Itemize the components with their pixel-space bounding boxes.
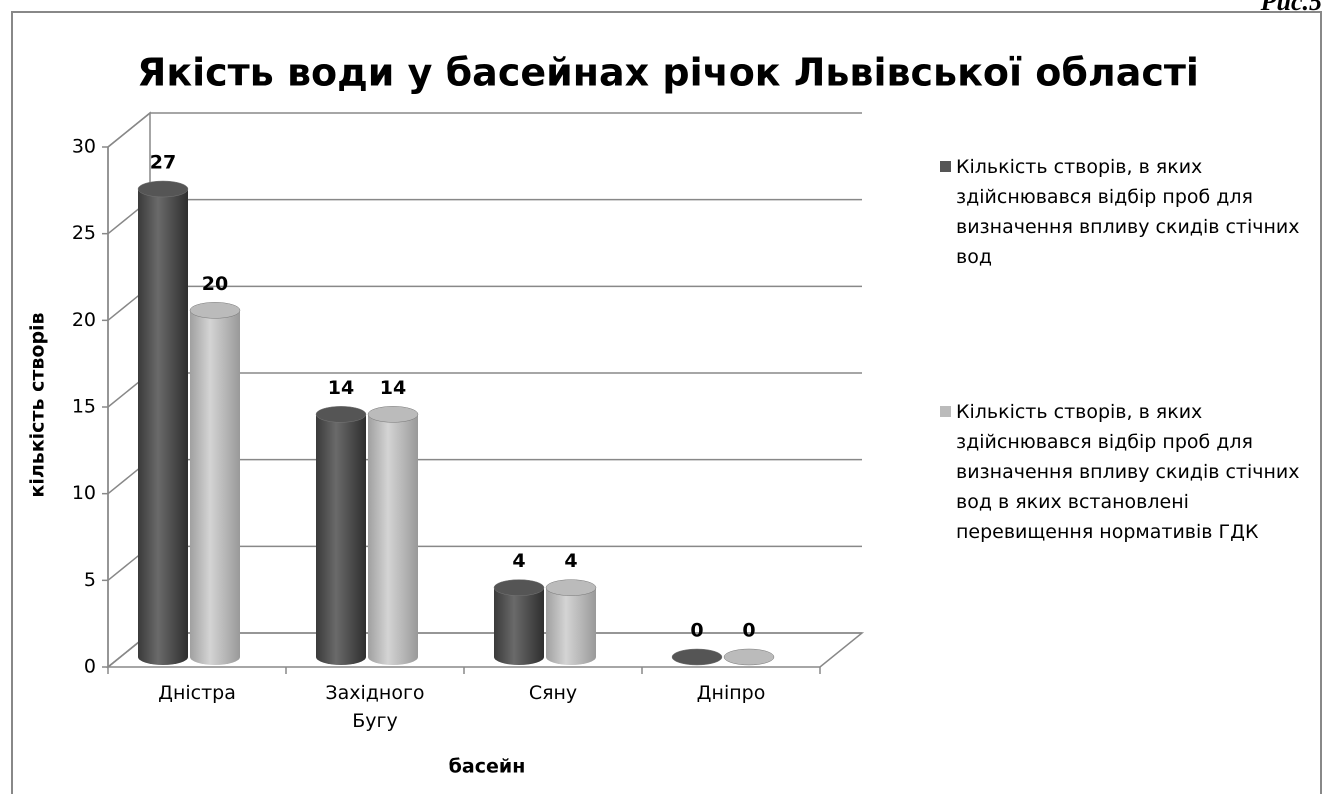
x-tick-label: Західного Бугу bbox=[325, 682, 425, 732]
legend-label-box: Кількість створів, в яких здійснювався в… bbox=[956, 156, 1300, 268]
value-label: 4 bbox=[512, 550, 525, 572]
bar bbox=[189, 302, 241, 665]
y-tick-label: 20 bbox=[72, 309, 96, 331]
bar bbox=[493, 579, 545, 665]
bar bbox=[137, 180, 189, 665]
x-tick-label-box: Дністра bbox=[158, 682, 236, 704]
y-tick-label: 25 bbox=[72, 222, 96, 244]
y-tick-label: 5 bbox=[84, 569, 96, 591]
y-tick-label: 30 bbox=[72, 136, 96, 158]
y-tick-label: 0 bbox=[84, 656, 96, 678]
value-label: 27 bbox=[150, 152, 176, 174]
legend-label: Кількість створів, в яких здійснювався в… bbox=[956, 401, 1300, 543]
bar-top bbox=[671, 648, 723, 666]
legend-label: Кількість створів, в яких здійснювався в… bbox=[956, 156, 1300, 268]
bar bbox=[671, 648, 723, 666]
legend-swatch bbox=[940, 161, 951, 172]
value-label: 20 bbox=[202, 273, 228, 295]
chart-title: Якість води у басейнах річок Львівської … bbox=[137, 51, 1199, 95]
x-tick-label: Дністра bbox=[158, 682, 236, 704]
y-tick-label: 10 bbox=[72, 482, 96, 504]
value-label: 14 bbox=[380, 377, 406, 399]
y-axis-label: кількість створів bbox=[27, 312, 49, 497]
bar bbox=[723, 648, 775, 666]
value-label: 0 bbox=[742, 620, 755, 642]
bar bbox=[545, 579, 597, 665]
bar-top bbox=[189, 302, 241, 319]
grid-line bbox=[107, 112, 862, 148]
bar-body bbox=[546, 587, 596, 665]
bar-top bbox=[367, 406, 419, 423]
bar bbox=[315, 406, 367, 665]
value-label: 14 bbox=[328, 377, 354, 399]
bar-body bbox=[190, 310, 240, 665]
legend-swatch bbox=[940, 406, 951, 417]
x-tick-label-box: Дніпро bbox=[696, 682, 766, 704]
legend-label-box: Кількість створів, в яких здійснювався в… bbox=[956, 401, 1300, 543]
bar-top bbox=[545, 579, 597, 596]
x-tick-label-box: Західного Бугу bbox=[325, 682, 425, 732]
bar-body bbox=[494, 587, 544, 665]
x-tick-label: Дніпро bbox=[696, 682, 766, 704]
x-tick-label-box: Сяну bbox=[528, 682, 578, 704]
value-label: 0 bbox=[690, 620, 703, 642]
value-label: 4 bbox=[564, 550, 577, 572]
bar bbox=[367, 406, 419, 665]
bar-body bbox=[368, 414, 418, 665]
x-tick-label: Сяну bbox=[528, 682, 578, 704]
x-axis-label: басейн bbox=[449, 756, 526, 778]
bar-top bbox=[137, 180, 189, 198]
y-tick-label: 15 bbox=[72, 396, 96, 418]
bar-top bbox=[723, 648, 775, 666]
bar-top bbox=[315, 406, 367, 423]
bar-top bbox=[493, 579, 545, 596]
bar-body bbox=[316, 414, 366, 665]
bar-body bbox=[138, 189, 188, 665]
figure-label: Рис.5 bbox=[1260, 0, 1322, 16]
